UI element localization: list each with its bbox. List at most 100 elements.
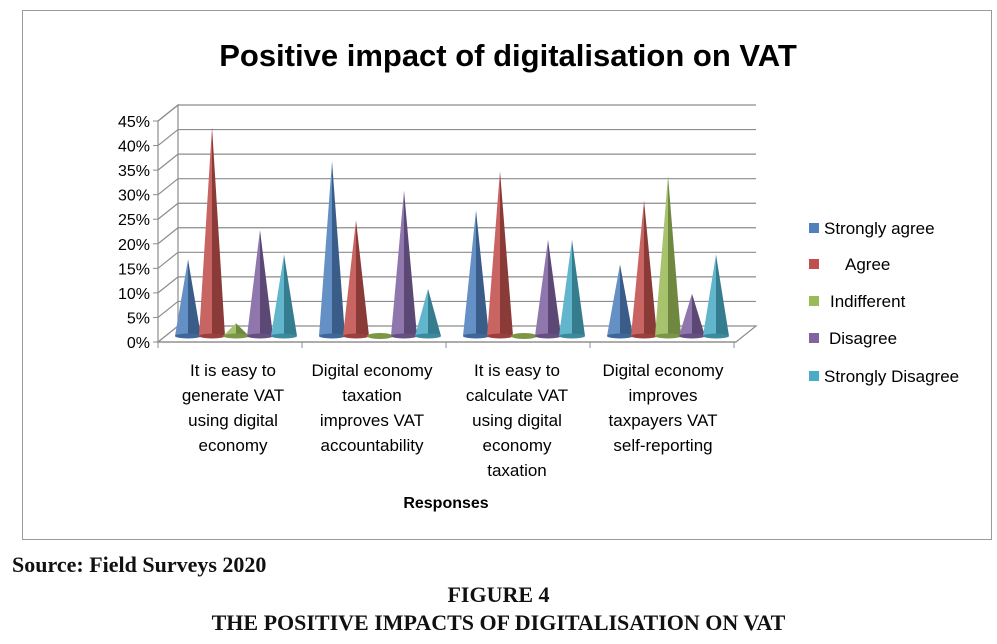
legend-swatch (809, 333, 819, 343)
cone-left-face (199, 126, 212, 338)
cone-base (655, 333, 681, 339)
legend-label: Disagree (829, 329, 897, 348)
x-tick-label: Digital economy improves taxpayers VAT self… (603, 361, 724, 455)
cone-right-face (404, 190, 417, 338)
y-tick-label: 45% (118, 114, 150, 131)
x-tick-label-line: improves VAT (320, 411, 424, 430)
y-tick-label: 15% (118, 261, 150, 278)
cone-base (607, 333, 633, 339)
cone-left-face (247, 229, 260, 338)
cone-base (487, 333, 513, 339)
y-tick-label: 5% (127, 310, 150, 327)
y-tick-label: 25% (118, 212, 150, 229)
cone-left-face (631, 200, 644, 338)
cone-chart: Positive impact of digitalisation on VAT… (118, 38, 959, 512)
cone-right-face (284, 254, 297, 338)
x-tick-label-line: economy (199, 436, 268, 455)
chart-frame: Positive impact of digitalisation on VAT… (22, 10, 992, 540)
cone-base (559, 333, 585, 339)
cone-base (223, 333, 249, 339)
x-tick-label-line: It is easy to (474, 361, 560, 380)
cone-base (535, 333, 561, 339)
gridline-side (157, 153, 179, 171)
cone-right-face (644, 200, 657, 338)
cone-left-face (655, 175, 668, 338)
x-tick-label-line: taxation (342, 386, 402, 405)
y-tick-label: 0% (127, 335, 150, 352)
cone-right-face (500, 171, 513, 338)
y-tick-label: 10% (118, 286, 150, 303)
cone-right-face (428, 288, 441, 338)
x-tick-label-line: using digital (472, 411, 562, 430)
cone-left-face (703, 254, 716, 338)
cone-left-face (343, 220, 356, 338)
x-tick-label-line: self-reporting (613, 436, 712, 455)
cone-right-face (572, 239, 585, 338)
cone-base (343, 333, 369, 339)
cone-left-face (559, 239, 572, 338)
cone-base (631, 333, 657, 339)
x-tick-label-line: It is easy to (190, 361, 276, 380)
cone-left-face (463, 210, 476, 338)
x-tick-label-line: economy (483, 436, 552, 455)
cone-base (679, 333, 705, 339)
cone-left-face (391, 190, 404, 338)
x-tick-label-line: accountability (320, 436, 424, 455)
cone-left-face (271, 254, 284, 338)
x-tick-label-line: taxpayers VAT (609, 411, 718, 430)
x-tick-label-line: Digital economy (312, 361, 433, 380)
x-tick-label-line: improves (629, 386, 698, 405)
legend-swatch (809, 259, 819, 269)
x-axis-label: Responses (403, 495, 488, 512)
cone-right-face (188, 259, 201, 338)
y-tick-label: 20% (118, 237, 150, 254)
chart-side-wall (157, 103, 179, 344)
legend-label: Strongly agree (824, 219, 935, 238)
cone-base (511, 333, 537, 339)
x-tick-label-line: Digital economy (603, 361, 724, 380)
cone-base (703, 333, 729, 339)
cone-right-face (332, 161, 345, 338)
gridline-side (157, 202, 179, 220)
cone-right-face (716, 254, 729, 338)
legend-label: Strongly Disagree (824, 367, 959, 386)
y-tick-label: 30% (118, 188, 150, 205)
cone-right-face (356, 220, 369, 338)
cone-left-face (319, 161, 332, 338)
x-tick-label: It is easy to calculate VAT using digital e… (466, 361, 568, 480)
figure-number: FIGURE 4 (447, 582, 550, 607)
cone-left-face (607, 264, 620, 338)
gridline-side (157, 178, 179, 196)
legend-swatch (809, 296, 819, 306)
legend-swatch (809, 223, 819, 233)
gridline-side (157, 104, 179, 122)
gridline-side (157, 276, 179, 294)
legend-swatch (809, 371, 819, 381)
cone-left-face (415, 288, 428, 338)
cone-right-face (620, 264, 633, 338)
cone-base (247, 333, 273, 339)
cone-left-face (175, 259, 188, 338)
x-tick-label: It is easy to generate VAT using digital ec… (182, 361, 284, 455)
cone-base (415, 333, 441, 339)
chart-title: Positive impact of digitalisation on VAT (219, 38, 797, 73)
cone-base (367, 333, 393, 339)
cone-base (175, 333, 201, 339)
cone-right-face (692, 293, 705, 338)
gridline-side (157, 227, 179, 245)
cone-base (199, 333, 225, 339)
cone-base (271, 333, 297, 339)
figure-caption: THE POSITIVE IMPACTS OF DIGITALISATION O… (211, 610, 786, 635)
source-note: Source: Field Surveys 2020 (12, 552, 267, 577)
cone-base (319, 333, 345, 339)
x-tick-label-line: taxation (487, 461, 547, 480)
cone-right-face (212, 126, 225, 338)
x-tick-label-line: generate VAT (182, 386, 284, 405)
cone-left-face (487, 171, 500, 338)
cone-right-face (548, 239, 561, 338)
x-tick-label-line: calculate VAT (466, 386, 568, 405)
y-tick-label: 35% (118, 163, 150, 180)
x-tick-label-line: using digital (188, 411, 278, 430)
gridline-side (157, 300, 179, 318)
cone-left-face (679, 293, 692, 338)
